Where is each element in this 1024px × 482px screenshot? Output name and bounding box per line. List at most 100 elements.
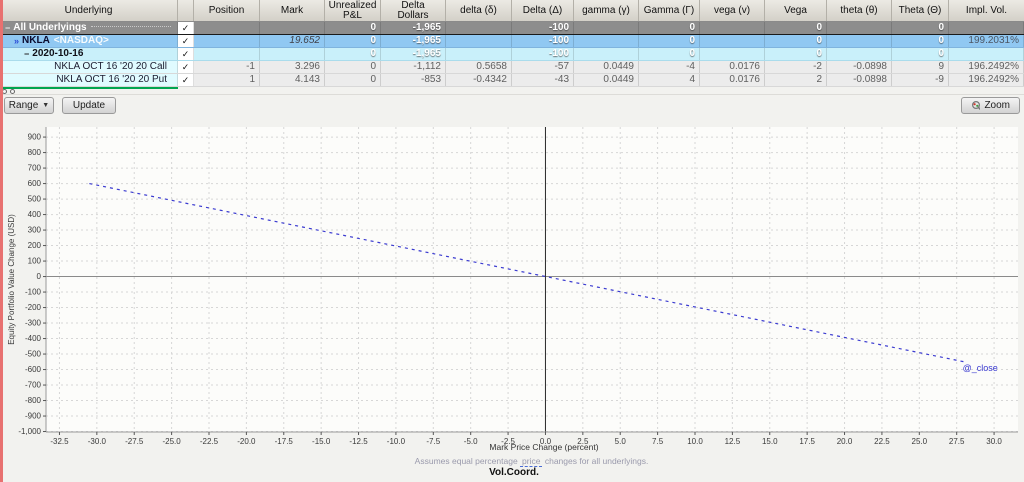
cell-gamma-small: 0.0449 xyxy=(574,74,639,86)
row-checkbox[interactable]: ✓ xyxy=(178,22,194,34)
cell-gamma-cap: 0 xyxy=(639,22,700,34)
pnl-chart[interactable]: -32.5 -30.0 -27.5 -25.0 -22.5 -20.0 -17.5 -15.0… xyxy=(0,118,1024,482)
row-checkbox[interactable]: ✓ xyxy=(178,48,194,60)
column-header-vega[interactable]: Vega xyxy=(765,0,827,21)
cell-impl-vol xyxy=(949,48,1024,60)
panel-separator xyxy=(0,94,1024,95)
y-tick-label: 900 xyxy=(28,133,42,142)
x-tick-label: -30.0 xyxy=(88,437,107,446)
cell-theta-small xyxy=(827,22,892,34)
cell-theta-cap: 0 xyxy=(892,35,949,47)
cell-position: -1 xyxy=(194,61,260,73)
column-header-position[interactable]: Position xyxy=(194,0,260,21)
x-tick-label: -20.0 xyxy=(237,437,256,446)
y-tick-label: -500 xyxy=(25,350,42,359)
cell-delta-small xyxy=(446,48,512,60)
row-label-nkla-call[interactable]: NKLA OCT 16 '20 20 Call xyxy=(0,61,178,73)
cell-delta-dollars: -1,112 xyxy=(381,61,446,73)
cell-gamma-small xyxy=(574,48,639,60)
y-axis-title: Equity Portfolio Value Change (USD) xyxy=(7,214,16,345)
row-label-all-underlyings[interactable]: − All Underlyings xyxy=(0,22,178,34)
row-checkbox[interactable]: ✓ xyxy=(178,74,194,86)
cell-unrealized-pl: 0 xyxy=(325,74,381,86)
footnote-text: Assumes equal percentage xyxy=(414,456,521,466)
y-tick-label: -700 xyxy=(25,381,42,390)
column-header-gamma[interactable]: gamma (γ) xyxy=(574,0,639,21)
underlying-name: NKLA OCT 16 '20 20 Call xyxy=(54,61,167,72)
x-tick-label: 5.0 xyxy=(615,437,627,446)
cell-theta-cap: 9 xyxy=(892,61,949,73)
cell-theta-small: -0.0898 xyxy=(827,61,892,73)
column-header-theta[interactable]: theta (θ) xyxy=(827,0,892,21)
cell-mark: 19.652 xyxy=(260,35,325,47)
tree-collapse-icon[interactable]: − xyxy=(5,23,11,33)
cell-vega-small xyxy=(700,35,765,47)
cell-gamma-small: 0.0449 xyxy=(574,61,639,73)
cell-theta-small xyxy=(827,35,892,47)
y-tick-label: 0 xyxy=(37,272,42,281)
y-tick-label: 500 xyxy=(28,195,42,204)
y-tick-label: 600 xyxy=(28,179,42,188)
cell-delta-dollars: -1,965 xyxy=(381,48,446,60)
row-label-nkla-put[interactable]: NKLA OCT 16 '20 20 Put xyxy=(0,74,178,86)
dotted-leader xyxy=(90,26,171,27)
range-button[interactable]: Range ▼ xyxy=(4,97,54,114)
column-header-mark[interactable]: Mark xyxy=(260,0,325,21)
exchange-name: <NASDAQ> xyxy=(53,35,109,46)
x-tick-label: 2.5 xyxy=(577,437,589,446)
table-header: Underlying Position Mark Unrealized P&L Delt… xyxy=(0,0,1024,22)
column-header-underlying[interactable]: Underlying xyxy=(0,0,178,21)
column-header-impl.[interactable]: Impl. Vol. xyxy=(965,4,1008,16)
x-tick-label: 7.5 xyxy=(652,437,664,446)
x-tick-label: -7.5 xyxy=(426,437,440,446)
column-header-check[interactable] xyxy=(178,0,194,21)
cell-position xyxy=(194,35,260,47)
cell-gamma-cap: 0 xyxy=(639,48,700,60)
cell-delta-cap: -100 xyxy=(512,22,574,34)
x-tick-label: -25.0 xyxy=(162,437,181,446)
cell-vega-cap: 2 xyxy=(765,74,827,86)
cell-delta-small xyxy=(446,35,512,47)
cell-impl-vol: 199.2031% xyxy=(949,35,1024,47)
row-checkbox[interactable]: ✓ xyxy=(178,61,194,73)
cell-vega-cap: 0 xyxy=(765,35,827,47)
cell-gamma-cap: 0 xyxy=(639,35,700,47)
column-header-delta[interactable]: delta (δ) xyxy=(446,0,512,21)
row-label-nkla[interactable]: » NKLA <NASDAQ> xyxy=(0,35,178,47)
column-header-vega[interactable]: vega (v) xyxy=(700,0,765,21)
y-tick-label: -400 xyxy=(25,334,42,343)
cell-vega-small xyxy=(700,48,765,60)
cell-delta-cap: -100 xyxy=(512,35,574,47)
tree-collapse-icon[interactable]: − xyxy=(24,49,30,59)
y-tick-label: -1,000 xyxy=(18,427,41,436)
cell-mark: 3.296 xyxy=(260,61,325,73)
cell-unrealized-pl: 0 xyxy=(325,35,381,47)
plot-area xyxy=(46,127,1018,432)
table-bottom-indicator xyxy=(0,87,178,89)
row-checkbox[interactable]: ✓ xyxy=(178,35,194,47)
tree-collapse-icon[interactable]: » xyxy=(14,36,20,46)
cell-position xyxy=(194,48,260,60)
y-tick-label: 700 xyxy=(28,164,42,173)
y-tick-label: -900 xyxy=(25,412,42,421)
row-label-2020-10-16[interactable]: −2020-10-16 xyxy=(0,48,178,60)
chevron-down-icon: ▼ xyxy=(42,102,50,109)
zoom-button[interactable]: Zoom xyxy=(961,97,1020,114)
column-header-theta[interactable]: Theta (Θ) xyxy=(892,0,949,21)
column-header-delta[interactable]: Delta Dollars xyxy=(381,0,446,21)
cell-mark: 4.143 xyxy=(260,74,325,86)
update-button[interactable]: Update xyxy=(62,97,116,114)
y-tick-label: 400 xyxy=(28,210,42,219)
cell-theta-small: -0.0898 xyxy=(827,74,892,86)
zoom-button-label: Zoom xyxy=(984,100,1010,111)
column-header-delta[interactable]: Delta (Δ) xyxy=(512,0,574,21)
column-header-unrealized[interactable]: Unrealized P&L xyxy=(325,0,381,21)
cell-impl-vol: 196.2492% xyxy=(949,61,1024,73)
x-tick-label: 10.0 xyxy=(687,437,703,446)
x-tick-label: 12.5 xyxy=(725,437,741,446)
column-header-gamma[interactable]: Gamma (Γ) xyxy=(639,0,700,21)
chart-footnote: Assumes equal percentage price changes f… xyxy=(0,456,1024,467)
y-tick-label: 200 xyxy=(28,241,42,250)
splitter-grip[interactable] xyxy=(2,89,15,95)
